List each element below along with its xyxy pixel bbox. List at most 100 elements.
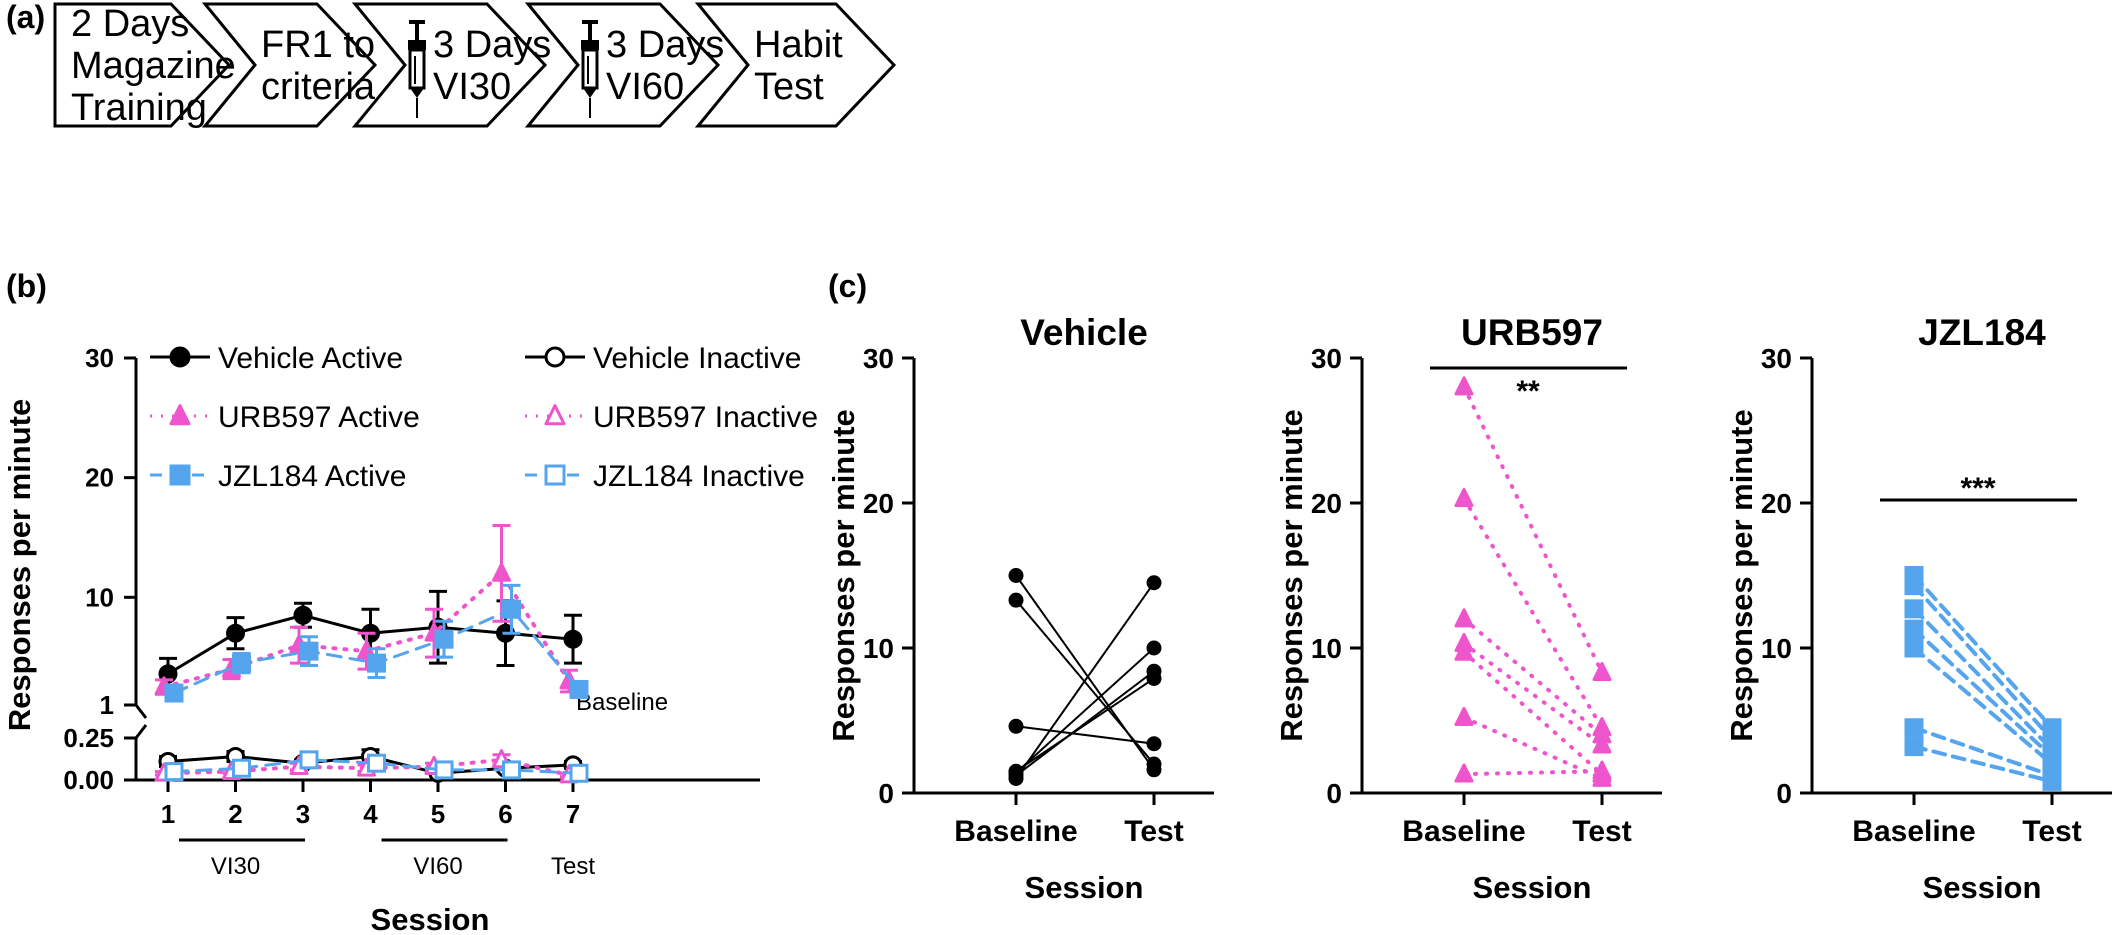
- chart-b-session-responses: Responses per minute Session Baseline 11…: [2, 342, 818, 935]
- xtick-label-test: Test: [1124, 815, 1183, 848]
- subject-4: [1904, 619, 2062, 767]
- legend-marker: [169, 404, 191, 426]
- chart-b-xtick-label-2: 2: [228, 799, 242, 829]
- baseline-point: [1008, 771, 1024, 786]
- timeline-step-1: [53, 2, 232, 128]
- chart-b-ytick-label-upper-1: 1: [100, 690, 114, 720]
- baseline-point: [1904, 576, 1924, 596]
- ytick-label-10: 10: [1761, 633, 1792, 664]
- data-point: [502, 599, 521, 619]
- ytick-label-30: 30: [863, 343, 894, 374]
- syringe-icon: [581, 20, 599, 118]
- subject-7: [1904, 737, 2062, 791]
- subject-line: [1015, 677, 1155, 773]
- chart-b-xtick-label-4: 4: [363, 799, 378, 829]
- test-point: [1146, 756, 1162, 772]
- x-label: Session: [1923, 870, 2042, 905]
- test-point: [1146, 663, 1162, 679]
- legend-entry-vehicle-inactive: Vehicle Inactive: [525, 342, 801, 375]
- ytick-label-20: 20: [1761, 488, 1792, 519]
- baseline-point: [1454, 763, 1474, 783]
- xtick-label-baseline: Baseline: [1852, 815, 1975, 848]
- test-point: [1592, 661, 1612, 682]
- chart-b-phases: VI30 VI60 Test: [179, 838, 595, 880]
- timeline-step-1-line-2: Magazine: [71, 45, 236, 87]
- x-label: Session: [1025, 870, 1144, 905]
- legend-marker: [544, 464, 566, 486]
- subject-6: [1454, 706, 1612, 787]
- test-point: [2042, 771, 2062, 791]
- test-point: [1146, 736, 1162, 752]
- x-label: Session: [1473, 870, 1592, 905]
- timeline-step-1-line-3: Training: [71, 87, 207, 129]
- timeline-step-5: [694, 2, 897, 128]
- chart-b-xtick-label-1: 1: [161, 799, 175, 829]
- subject-line: [1912, 606, 2054, 752]
- ytick-label-30: 30: [1761, 343, 1792, 374]
- subject-line: [1912, 744, 2054, 784]
- baseline-point: [1904, 638, 1924, 658]
- data-point: [164, 762, 184, 782]
- ytick-label-20: 20: [863, 488, 894, 519]
- subject-line: [1462, 650, 1604, 777]
- chart-c-jzl184: 0 10 20 30 Baseline Test JZL184 Session Response…: [1724, 312, 2112, 905]
- timeline-step-1-line-1: 2 Days: [71, 3, 189, 45]
- chart-title: JZL184: [1918, 312, 2046, 353]
- timeline-step-2-line-1: FR1 to: [261, 24, 375, 66]
- timeline-step-2-line-2: criteria: [261, 66, 376, 108]
- legend-label: Vehicle Inactive: [593, 342, 801, 375]
- legend-marker: [169, 346, 191, 368]
- ytick-label-30: 30: [1311, 343, 1342, 374]
- baseline-point: [1454, 641, 1474, 661]
- chart-b-axis-break-top: [134, 704, 148, 719]
- subject-1: [1904, 566, 2062, 738]
- data-point: [569, 763, 589, 783]
- timeline-step-5-line-1: Habit: [754, 24, 843, 66]
- baseline-point: [1008, 592, 1024, 608]
- subject-6: [1008, 640, 1162, 781]
- chart-b-legend: Vehicle Active Vehicle Inactive URB597 Act…: [150, 342, 818, 493]
- subject-line: [1462, 641, 1604, 748]
- chart-b-series-jzl184-inactive: [164, 750, 589, 783]
- subject-line: [1462, 617, 1604, 737]
- ytick-label-10: 10: [1311, 633, 1342, 664]
- timeline-step-3-line-2: VI30: [433, 66, 511, 108]
- baseline-point: [1008, 718, 1024, 734]
- y-label: Responses per minute: [1274, 409, 1309, 741]
- legend-label: Vehicle Active: [218, 342, 403, 375]
- subject-line: [1912, 573, 2054, 730]
- panel-label-a: (a): [6, 0, 45, 35]
- chart-b-ytick-label-upper-10: 10: [85, 582, 114, 612]
- ytick-label-0: 0: [878, 778, 894, 809]
- panel-label-c: (c): [828, 268, 867, 304]
- chart-b-xtick-label-7: 7: [566, 799, 580, 829]
- ytick-label-0: 0: [1776, 778, 1792, 809]
- ytick-label-10: 10: [863, 633, 894, 664]
- chart-b-y-label: Responses per minute: [2, 399, 37, 731]
- subject-line: [1912, 583, 2054, 742]
- baseline-point: [1454, 608, 1474, 628]
- timeline-step-2: [201, 2, 378, 128]
- legend-marker: [544, 346, 566, 368]
- legend-entry-vehicle-active: Vehicle Active: [150, 342, 403, 375]
- chart-b-series-jzl184-active: [164, 583, 589, 703]
- legend-entry-urb597-inactive: URB597 Inactive: [525, 401, 818, 434]
- ytick-label-20: 20: [1311, 488, 1342, 519]
- test-point: [1592, 734, 1612, 754]
- chart-b-phase-label-Test: Test: [551, 853, 595, 880]
- data-point: [299, 641, 319, 661]
- data-point: [367, 653, 386, 673]
- test-point: [1592, 760, 1612, 780]
- subject-4: [1454, 632, 1612, 754]
- legend-label: URB597 Inactive: [593, 401, 818, 434]
- timeline-step-5-line-2: Test: [754, 66, 824, 108]
- xtick-label-test: Test: [1572, 815, 1631, 848]
- syringe-icon: [408, 20, 426, 118]
- data-point: [569, 679, 589, 699]
- data-point: [563, 629, 583, 649]
- test-point: [1146, 640, 1162, 656]
- chart-b-ytick-label-upper-30: 30: [85, 343, 114, 373]
- legend-label: URB597 Active: [218, 401, 420, 434]
- data-point: [232, 758, 251, 778]
